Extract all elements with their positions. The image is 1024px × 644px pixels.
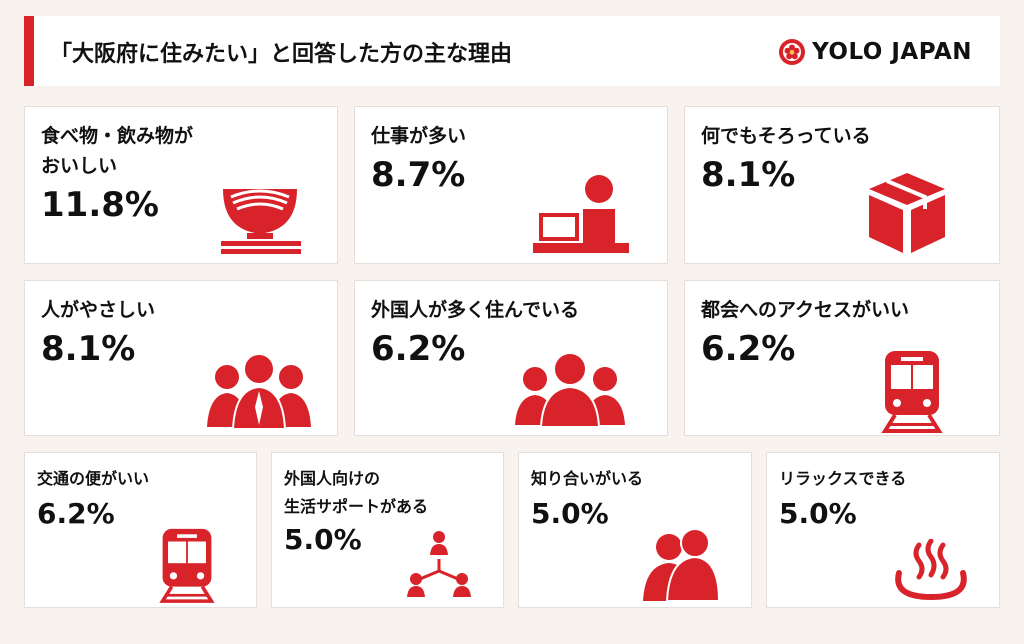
reason-card-city-access: 都会へのアクセスがいい 6.2% [684, 280, 1000, 436]
logo-text: YOLO JAPAN [812, 39, 972, 65]
reason-value: 5.0% [284, 523, 362, 556]
reason-value: 8.1% [41, 329, 136, 369]
ramen-bowl-icon [217, 169, 303, 255]
page-title: 「大阪府に住みたい」と回答した方の主な理由 [50, 42, 513, 67]
train-icon [881, 349, 943, 433]
network-people-icon [406, 529, 472, 599]
reason-label: 外国人向けの 生活サポートがある [284, 469, 429, 516]
two-people-icon [643, 527, 719, 601]
hot-spring-icon [891, 539, 971, 601]
reason-card-relax: リラックスできる 5.0% [766, 452, 1000, 608]
reason-label: 知り合いがいる [531, 469, 644, 488]
people-group-icon [207, 351, 311, 429]
reason-value: 11.8% [41, 185, 159, 225]
logo: YOLO JAPAN [778, 36, 972, 68]
reason-label: 都会へのアクセスがいい [701, 299, 910, 321]
reason-card-jobs: 仕事が多い 8.7% [354, 106, 668, 264]
reason-value: 8.7% [371, 155, 466, 195]
logo-mark-icon [779, 39, 806, 65]
reason-value: 6.2% [37, 497, 115, 530]
reason-value: 5.0% [779, 497, 857, 530]
reason-value: 8.1% [701, 155, 796, 195]
train-small-icon [159, 527, 215, 603]
reason-label: 仕事が多い [371, 125, 467, 147]
reason-card-many-foreigners: 外国人が多く住んでいる 6.2% [354, 280, 668, 436]
reason-card-everything: 何でもそろっている 8.1% [684, 106, 1000, 264]
reason-card-kind-people: 人がやさしい 8.1% [24, 280, 338, 436]
crowd-icon [515, 349, 625, 427]
reason-value: 5.0% [531, 497, 609, 530]
accent-bar [24, 16, 34, 86]
header: 「大阪府に住みたい」と回答した方の主な理由 YOLO JAPAN [24, 16, 1000, 86]
reason-label: リラックスできる [779, 469, 907, 488]
reason-card-support: 外国人向けの 生活サポートがある 5.0% [271, 452, 504, 608]
office-worker-icon [533, 167, 629, 255]
reason-value: 6.2% [371, 329, 466, 369]
reason-card-transport: 交通の便がいい 6.2% [24, 452, 257, 608]
reason-label: 食べ物・飲み物が おいしい [41, 125, 194, 177]
reason-value: 6.2% [701, 329, 796, 369]
reason-label: 何でもそろっている [701, 125, 871, 147]
reason-label: 交通の便がいい [37, 469, 150, 488]
reason-label: 人がやさしい [41, 299, 156, 321]
reason-card-acquaintances: 知り合いがいる 5.0% [518, 452, 752, 608]
reason-card-food: 食べ物・飲み物が おいしい 11.8% [24, 106, 338, 264]
reason-label: 外国人が多く住んでいる [371, 299, 580, 321]
package-box-icon [865, 169, 949, 257]
